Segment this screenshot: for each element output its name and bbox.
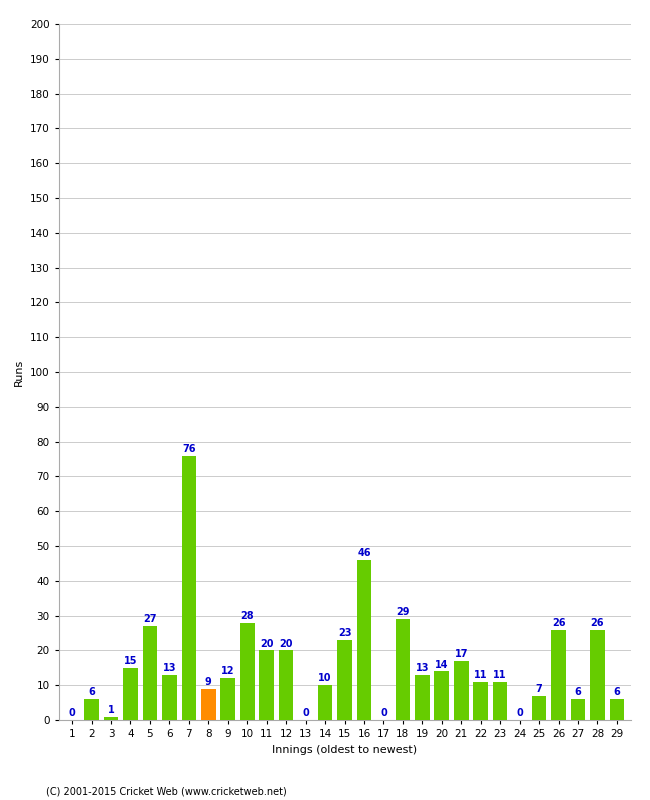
- Text: 1: 1: [108, 705, 114, 714]
- Bar: [279, 650, 293, 720]
- Text: 15: 15: [124, 656, 137, 666]
- Bar: [142, 626, 157, 720]
- Text: 11: 11: [493, 670, 507, 680]
- Bar: [181, 455, 196, 720]
- Bar: [610, 699, 624, 720]
- Text: 0: 0: [69, 708, 75, 718]
- Bar: [532, 696, 547, 720]
- Text: 6: 6: [88, 687, 95, 698]
- Text: 14: 14: [435, 659, 448, 670]
- Bar: [571, 699, 585, 720]
- Bar: [396, 619, 410, 720]
- Bar: [415, 674, 430, 720]
- Bar: [104, 717, 118, 720]
- Text: 7: 7: [536, 684, 543, 694]
- Bar: [337, 640, 352, 720]
- Text: 26: 26: [552, 618, 566, 628]
- Bar: [201, 689, 216, 720]
- Text: 0: 0: [302, 708, 309, 718]
- Text: 0: 0: [516, 708, 523, 718]
- Text: 0: 0: [380, 708, 387, 718]
- Text: 6: 6: [614, 687, 620, 698]
- Bar: [259, 650, 274, 720]
- Bar: [493, 682, 508, 720]
- Bar: [434, 671, 449, 720]
- Text: 13: 13: [415, 663, 429, 673]
- Text: 17: 17: [454, 649, 468, 659]
- Text: (C) 2001-2015 Cricket Web (www.cricketweb.net): (C) 2001-2015 Cricket Web (www.cricketwe…: [46, 786, 286, 796]
- Text: 12: 12: [221, 666, 235, 677]
- Bar: [454, 661, 469, 720]
- Text: 13: 13: [162, 663, 176, 673]
- Bar: [124, 668, 138, 720]
- Bar: [220, 678, 235, 720]
- Text: 6: 6: [575, 687, 581, 698]
- Text: 23: 23: [338, 628, 351, 638]
- Text: 27: 27: [143, 614, 157, 624]
- Bar: [84, 699, 99, 720]
- Bar: [162, 674, 177, 720]
- Text: 26: 26: [591, 618, 604, 628]
- Bar: [590, 630, 605, 720]
- Text: 20: 20: [280, 638, 293, 649]
- Text: 9: 9: [205, 677, 212, 687]
- Bar: [357, 560, 371, 720]
- Bar: [473, 682, 488, 720]
- Text: 29: 29: [396, 607, 410, 618]
- Text: 76: 76: [182, 444, 196, 454]
- X-axis label: Innings (oldest to newest): Innings (oldest to newest): [272, 745, 417, 754]
- Bar: [240, 622, 255, 720]
- Text: 46: 46: [358, 548, 370, 558]
- Bar: [318, 685, 332, 720]
- Y-axis label: Runs: Runs: [14, 358, 24, 386]
- Text: 20: 20: [260, 638, 274, 649]
- Bar: [551, 630, 566, 720]
- Text: 28: 28: [240, 611, 254, 621]
- Text: 10: 10: [318, 674, 332, 683]
- Text: 11: 11: [474, 670, 488, 680]
